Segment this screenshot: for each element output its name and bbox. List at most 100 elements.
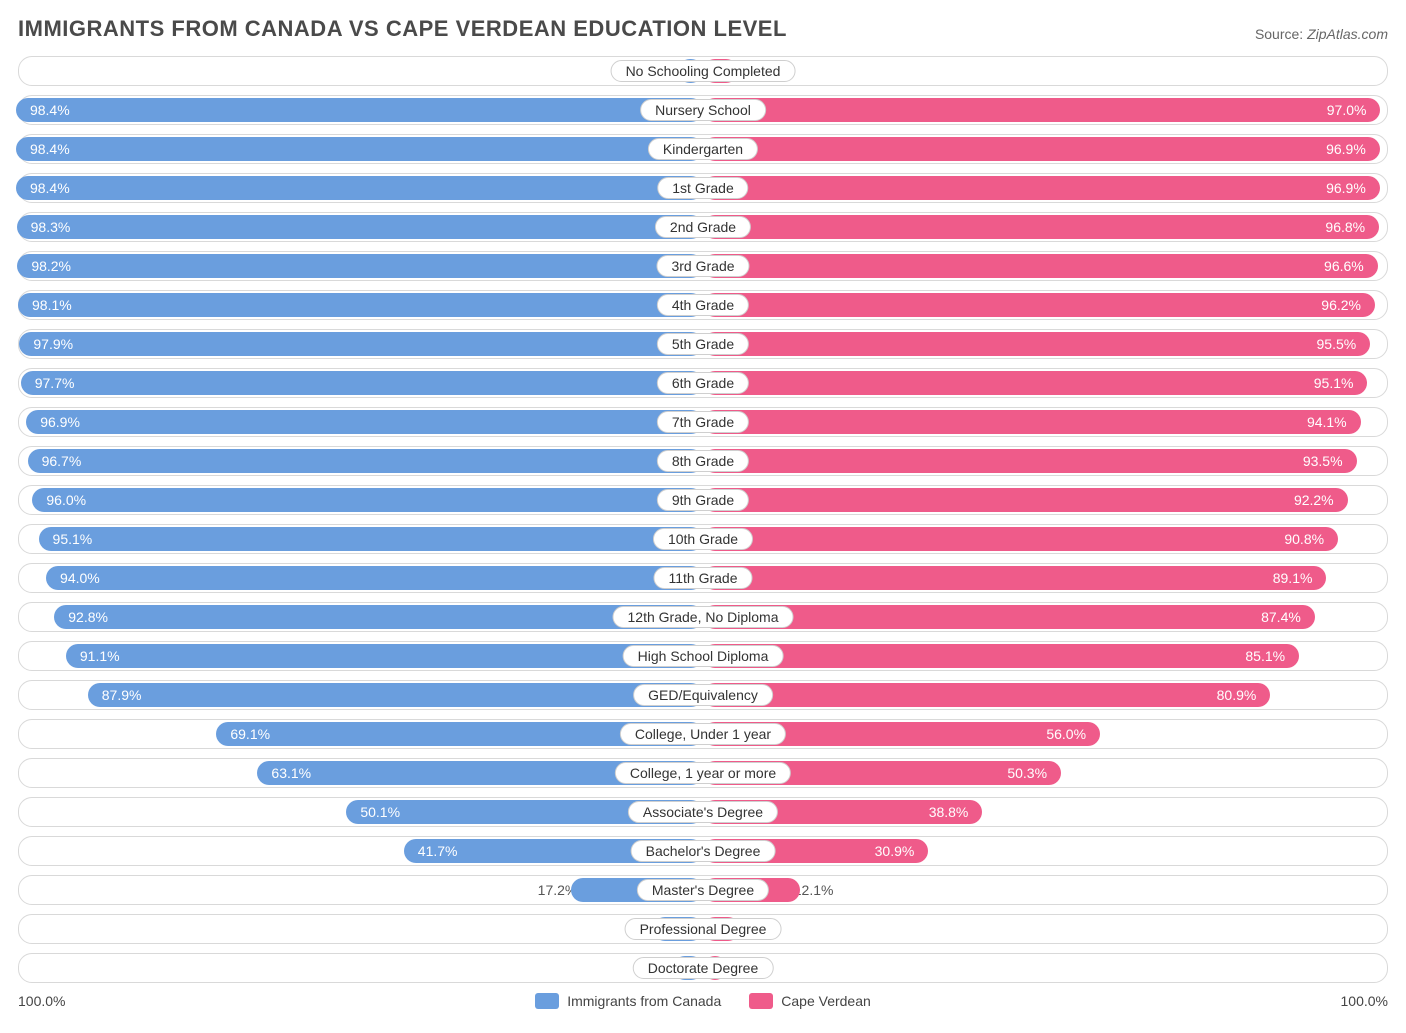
value-right: 96.6%	[1324, 258, 1364, 274]
bar-left: 96.9%	[26, 410, 703, 434]
bar-left: 98.4%	[16, 137, 703, 161]
value-left: 63.1%	[271, 765, 311, 781]
value-right: 96.9%	[1326, 180, 1366, 196]
source-label: Source:	[1255, 26, 1307, 42]
category-label: Kindergarten	[648, 138, 758, 160]
category-label: 11th Grade	[653, 567, 752, 589]
bar-left: 97.9%	[19, 332, 703, 356]
bar-right: 95.5%	[703, 332, 1370, 356]
axis-right-max: 100.0%	[1341, 993, 1388, 1009]
value-left: 92.8%	[68, 609, 108, 625]
value-right: 50.3%	[1007, 765, 1047, 781]
category-label: 4th Grade	[657, 294, 749, 316]
bar-right: 96.2%	[703, 293, 1375, 317]
legend-label-right: Cape Verdean	[781, 993, 871, 1009]
chart-row: 5.3%3.4%Professional Degree	[18, 914, 1388, 944]
chart-row: 96.7% 93.5% 8th Grade	[18, 446, 1388, 476]
bar-left: 94.0%	[46, 566, 703, 590]
bar-right: 96.9%	[703, 176, 1380, 200]
category-label: College, Under 1 year	[620, 723, 786, 745]
bar-right: 93.5%	[703, 449, 1357, 473]
bar-left: 98.1%	[18, 293, 703, 317]
chart-row: 50.1%38.8%Associate's Degree	[18, 797, 1388, 827]
bar-right: 96.8%	[703, 215, 1379, 239]
value-left: 98.1%	[32, 297, 72, 313]
bar-left: 98.4%	[16, 98, 703, 122]
value-right: 85.1%	[1245, 648, 1285, 664]
chart-row: 41.7%30.9%Bachelor's Degree	[18, 836, 1388, 866]
bar-left: 98.2%	[17, 254, 703, 278]
value-left: 50.1%	[360, 804, 400, 820]
source: Source: ZipAtlas.com	[1255, 26, 1388, 42]
chart-row: 87.9%80.9%GED/Equivalency	[18, 680, 1388, 710]
category-label: 5th Grade	[657, 333, 749, 355]
value-right: 38.8%	[929, 804, 969, 820]
value-left: 98.3%	[31, 219, 71, 235]
value-left: 95.1%	[53, 531, 93, 547]
chart-row: 98.2%96.6%3rd Grade	[18, 251, 1388, 281]
bar-right: 97.0%	[703, 98, 1380, 122]
chart-row: 96.9%94.1%7th Grade	[18, 407, 1388, 437]
value-right: 96.2%	[1321, 297, 1361, 313]
axis-left-max: 100.0%	[18, 993, 65, 1009]
bar-right: 96.6%	[703, 254, 1378, 278]
category-label: Master's Degree	[637, 879, 769, 901]
legend-label-left: Immigrants from Canada	[567, 993, 721, 1009]
legend-swatch-left	[535, 993, 559, 1009]
value-right: 87.4%	[1261, 609, 1301, 625]
chart: 1.6%3.1%No Schooling Completed98.4%97.0%…	[18, 56, 1388, 983]
category-label: 7th Grade	[657, 411, 749, 433]
value-right: 89.1%	[1273, 570, 1313, 586]
category-label: 12th Grade, No Diploma	[613, 606, 794, 628]
value-right: 95.1%	[1314, 375, 1354, 391]
value-left: 96.0%	[46, 492, 86, 508]
chart-row: 97.7% 95.1% 6th Grade	[18, 368, 1388, 398]
bar-right: 95.1%	[703, 371, 1367, 395]
category-label: College, 1 year or more	[615, 762, 791, 784]
value-right: 80.9%	[1217, 687, 1257, 703]
category-label: 8th Grade	[657, 450, 749, 472]
bar-right: 85.1%	[703, 644, 1299, 668]
chart-row: 17.2%12.1%Master's Degree	[18, 875, 1388, 905]
value-left: 98.2%	[31, 258, 71, 274]
chart-row: 97.9% 95.5% 5th Grade	[18, 329, 1388, 359]
bar-right: 90.8%	[703, 527, 1338, 551]
value-left: 41.7%	[418, 843, 458, 859]
chart-row: 91.1%85.1%High School Diploma	[18, 641, 1388, 671]
value-right: 97.0%	[1327, 102, 1367, 118]
category-label: High School Diploma	[623, 645, 784, 667]
bar-left: 96.7%	[28, 449, 703, 473]
value-left: 96.7%	[42, 453, 82, 469]
chart-row: 63.1% 50.3% College, 1 year or more	[18, 758, 1388, 788]
chart-row: 98.3% 96.8%2nd Grade	[18, 212, 1388, 242]
chart-title: IMMIGRANTS FROM CANADA VS CAPE VERDEAN E…	[18, 16, 787, 42]
bar-right: 87.4%	[703, 605, 1315, 629]
category-label: No Schooling Completed	[611, 60, 796, 82]
category-label: 2nd Grade	[655, 216, 751, 238]
legend: Immigrants from Canada Cape Verdean	[535, 993, 871, 1009]
value-left: 94.0%	[60, 570, 100, 586]
value-right: 95.5%	[1317, 336, 1357, 352]
chart-row: 92.8% 87.4% 12th Grade, No Diploma	[18, 602, 1388, 632]
value-left: 98.4%	[30, 102, 70, 118]
category-label: 1st Grade	[657, 177, 748, 199]
chart-row: 95.1%90.8%10th Grade	[18, 524, 1388, 554]
legend-item-left: Immigrants from Canada	[535, 993, 721, 1009]
footer: 100.0% Immigrants from Canada Cape Verde…	[18, 993, 1388, 1009]
bar-right: 89.1%	[703, 566, 1326, 590]
chart-row: 94.0% 89.1% 11th Grade	[18, 563, 1388, 593]
chart-row: 2.3%1.4%Doctorate Degree	[18, 953, 1388, 983]
category-label: 6th Grade	[657, 372, 749, 394]
bar-left: 98.3%	[17, 215, 703, 239]
value-right: 93.5%	[1303, 453, 1343, 469]
category-label: Bachelor's Degree	[631, 840, 776, 862]
value-left: 97.9%	[33, 336, 73, 352]
value-left: 98.4%	[30, 141, 70, 157]
value-left: 97.7%	[35, 375, 75, 391]
chart-row: 98.1% 96.2% 4th Grade	[18, 290, 1388, 320]
page: IMMIGRANTS FROM CANADA VS CAPE VERDEAN E…	[0, 0, 1406, 1033]
value-left: 96.9%	[40, 414, 80, 430]
bar-right: 96.9%	[703, 137, 1380, 161]
chart-row: 96.0%92.2%9th Grade	[18, 485, 1388, 515]
category-label: Doctorate Degree	[633, 957, 774, 979]
